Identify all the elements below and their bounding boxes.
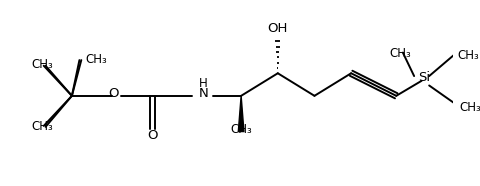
- Text: CH₃: CH₃: [31, 120, 53, 133]
- Polygon shape: [238, 96, 244, 132]
- Text: CH₃: CH₃: [389, 47, 411, 60]
- Text: CH₃: CH₃: [85, 53, 107, 66]
- Text: CH₃: CH₃: [230, 123, 252, 136]
- Text: N: N: [199, 87, 208, 100]
- Text: OH: OH: [268, 22, 288, 35]
- Text: CH₃: CH₃: [459, 101, 480, 114]
- Text: CH₃: CH₃: [31, 58, 53, 71]
- Text: H: H: [199, 77, 208, 90]
- Text: CH₃: CH₃: [457, 49, 479, 62]
- Text: Si: Si: [419, 70, 431, 84]
- Text: O: O: [147, 129, 158, 142]
- Text: O: O: [108, 87, 119, 100]
